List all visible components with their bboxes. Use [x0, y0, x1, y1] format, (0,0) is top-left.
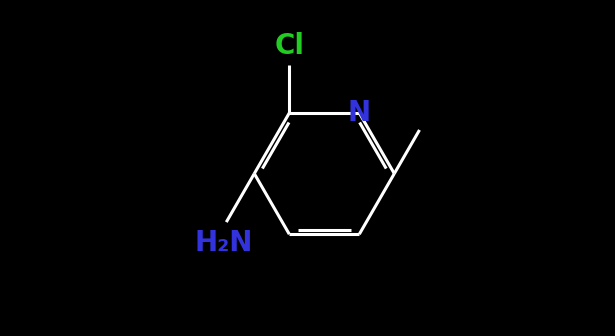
Text: H₂N: H₂N — [194, 229, 253, 257]
Text: Cl: Cl — [274, 32, 304, 60]
Text: N: N — [347, 99, 371, 127]
